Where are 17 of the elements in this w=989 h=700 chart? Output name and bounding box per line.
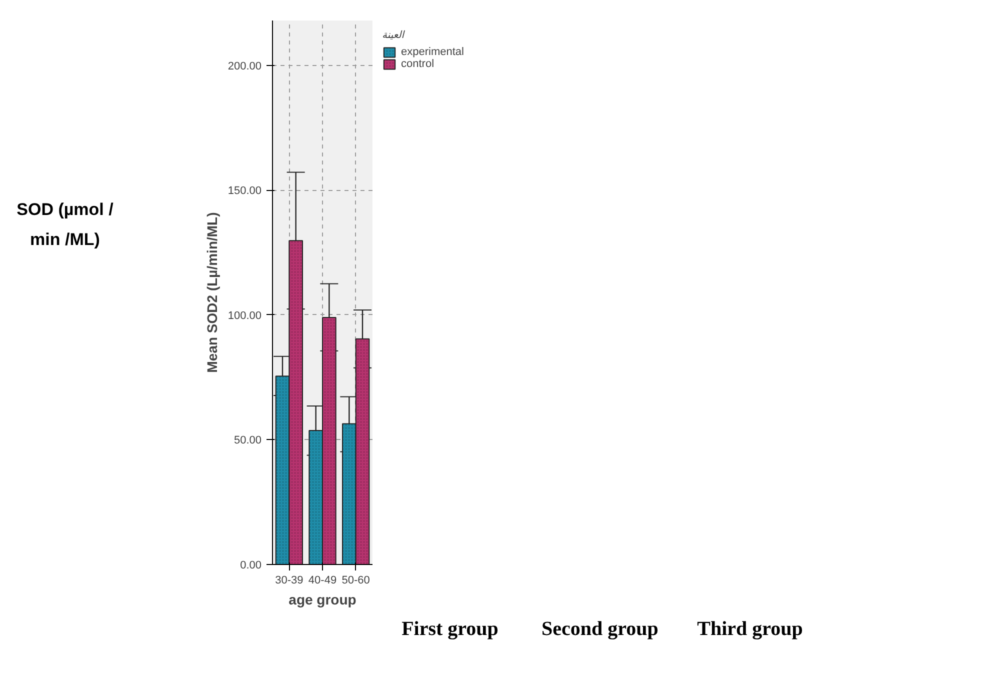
y-tick-label: 150.00 bbox=[228, 185, 262, 198]
x-tick-label: 40-49 bbox=[308, 574, 337, 586]
legend-label: control bbox=[401, 58, 434, 70]
legend-label: experimental bbox=[401, 46, 464, 58]
y-tick-label: 50.00 bbox=[234, 434, 262, 447]
y-tick-label: 200.00 bbox=[228, 60, 262, 72]
text: Third group bbox=[696, 617, 804, 642]
legend-title: العينة bbox=[382, 30, 406, 41]
text: Second group bbox=[540, 617, 660, 642]
x-tick-label: 30-39 bbox=[275, 574, 304, 586]
x-tick-label: 50-60 bbox=[342, 574, 370, 586]
y-tick-label: 0.00 bbox=[240, 560, 262, 572]
y-axis-title: Mean SOD2 (Lµ/min/ML) bbox=[204, 212, 220, 373]
text: First group bbox=[400, 617, 500, 642]
x-axis-title: age group bbox=[288, 592, 356, 608]
y-tick-label: 100.00 bbox=[228, 310, 262, 322]
text: SOD (µmol / min /ML) bbox=[16, 199, 114, 251]
